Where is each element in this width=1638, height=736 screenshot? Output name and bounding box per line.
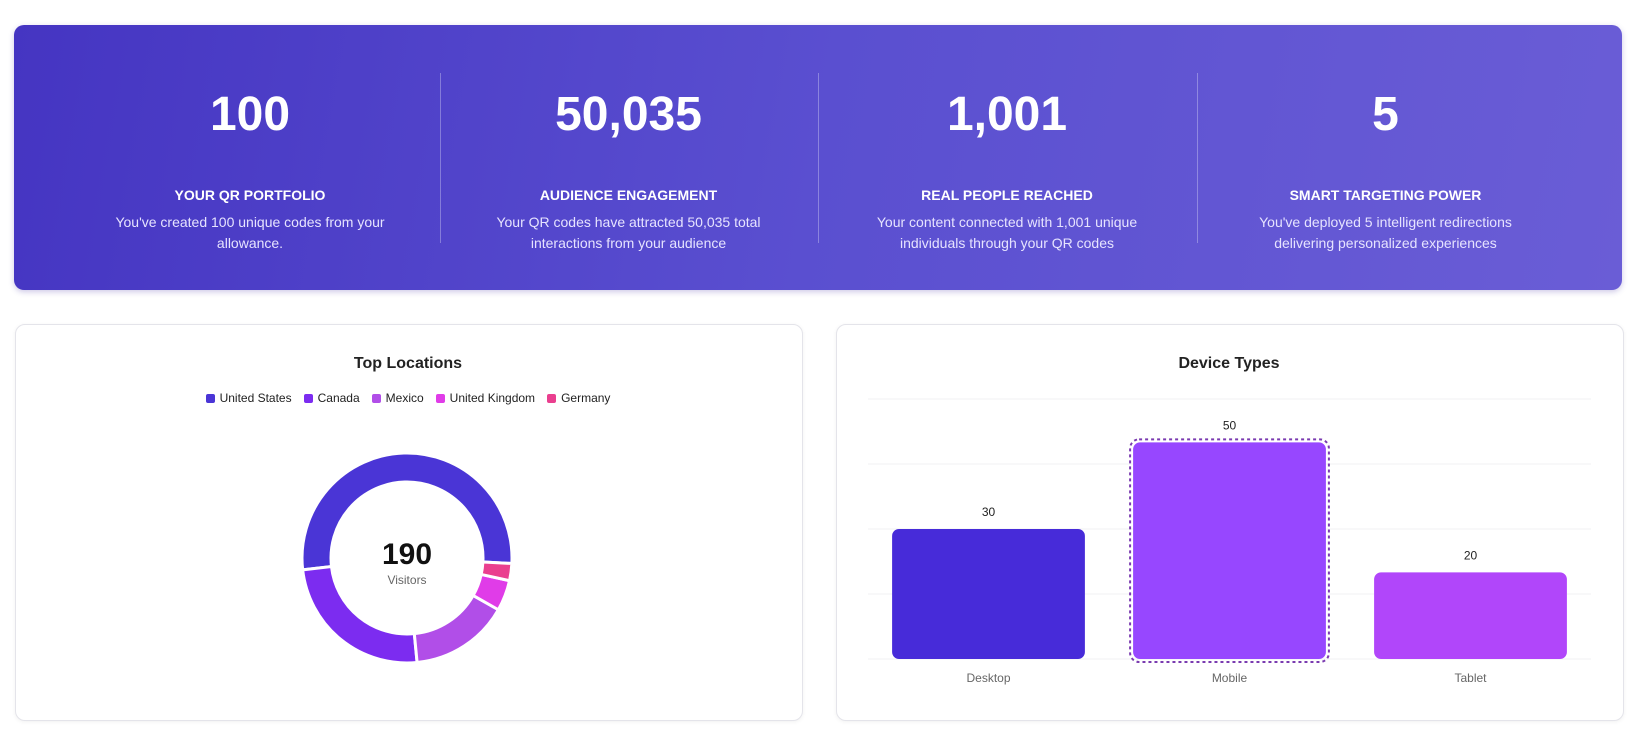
stat-label: AUDIENCE ENGAGEMENT (539, 187, 718, 203)
stat-description: You've created 100 unique codes from you… (115, 214, 385, 251)
donut-segment (300, 451, 514, 572)
legend-item: Mexico (371, 391, 424, 405)
legend-item: Canada (303, 391, 360, 405)
legend: United States Canada Mexico United Kingdom G… (15, 391, 801, 405)
stat-value: 1,001 (946, 88, 1068, 141)
legend-label: Germany (561, 391, 611, 405)
stat-label: SMART TARGETING POWER (1289, 187, 1482, 203)
legend-label: Mexico (385, 391, 424, 405)
bar (1374, 572, 1567, 659)
legend-item: United Kingdom (435, 391, 536, 405)
stat-description: Your QR codes have attracted 50,035 tota… (496, 214, 761, 251)
stat-block: 1,001 REAL PEOPLE REACHED Your content con… (818, 25, 1196, 290)
chart-title: Device Types (1178, 355, 1279, 372)
bar (892, 529, 1085, 659)
legend-label: United Kingdom (449, 391, 536, 405)
bar-value-label: 20 (1464, 549, 1478, 563)
stat-description: Your content connected with 1,001 unique… (876, 214, 1138, 251)
bar (1133, 442, 1326, 659)
stats-banner: 100 YOUR QR PORTFOLIO You've created 100 u… (14, 25, 1622, 290)
stat-value: 50,035 (555, 88, 702, 141)
x-tick-label: Desktop (966, 671, 1010, 685)
legend-swatch (303, 393, 313, 403)
bar-value-label: 30 (982, 505, 996, 519)
legend-label: United States (219, 391, 292, 405)
legend-swatch (205, 393, 215, 403)
x-tick-label: Tablet (1454, 671, 1487, 685)
center-label: Visitors (387, 573, 426, 587)
x-tick-label: Mobile (1212, 671, 1248, 685)
hover-outline (1129, 438, 1330, 664)
stat-value: 5 (1372, 88, 1399, 141)
divider (1197, 73, 1198, 243)
legend-swatch (371, 393, 381, 403)
legend-label: Canada (317, 391, 360, 405)
stat-label: REAL PEOPLE REACHED (921, 187, 1093, 203)
legend-item: Germany (547, 391, 610, 405)
stat-value: 100 (209, 88, 291, 141)
divider (818, 73, 819, 243)
donut-segment (412, 593, 501, 665)
bar-value-label: 50 (1223, 419, 1237, 433)
legend-swatch (547, 393, 557, 403)
stat-label: YOUR QR PORTFOLIO (174, 187, 326, 203)
divider (440, 73, 441, 243)
center-total: 190 (382, 538, 432, 571)
donut-segment (479, 560, 514, 583)
legend-item: United States (205, 391, 292, 405)
stat-block: 50,035 AUDIENCE ENGAGEMENT Your QR codes h… (440, 25, 818, 290)
legend-swatch (435, 393, 445, 403)
stat-description: You've deployed 5 intelligent redirectio… (1259, 214, 1512, 251)
stat-block: 100 YOUR QR PORTFOLIO You've created 100 u… (61, 25, 439, 290)
chart-title: Top Locations (354, 355, 462, 372)
stat-block: 5 SMART TARGETING POWER You've deployed 5 … (1197, 25, 1575, 290)
